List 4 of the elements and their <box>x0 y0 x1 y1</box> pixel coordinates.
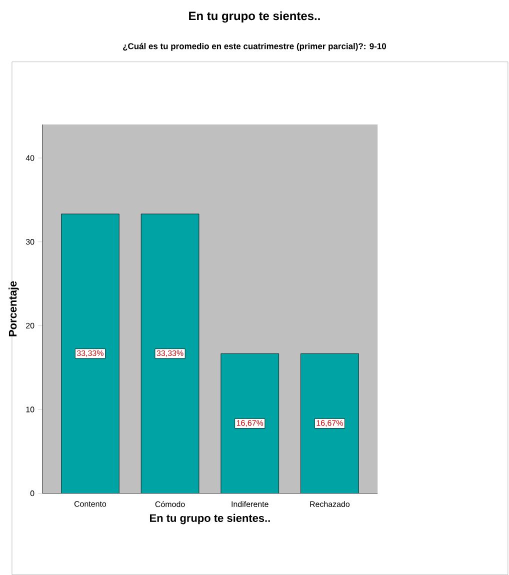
chart-title: En tu grupo te sientes.. <box>189 11 320 23</box>
x-axis-title: En tu grupo te sientes.. <box>150 514 270 524</box>
chart-subtitle: ¿Cuál es tu promedio en este cuatrimestre (primer parcial)?: 9-10 <box>123 42 386 51</box>
y-axis-title: Porcentaje <box>8 281 19 336</box>
